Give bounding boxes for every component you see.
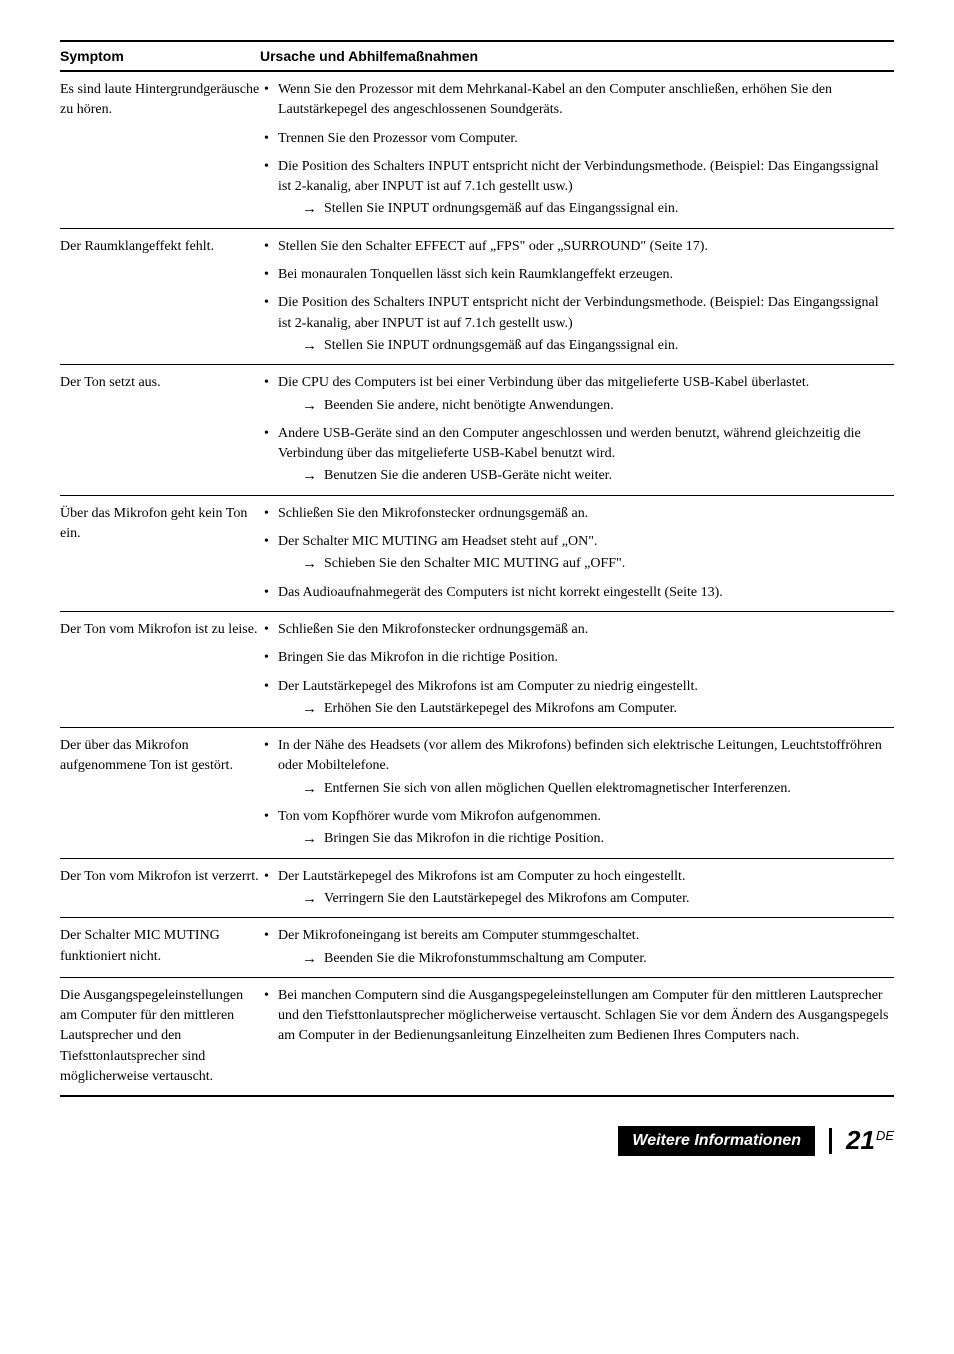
action-line: Beenden Sie andere, nicht benötigte Anwe…	[278, 396, 894, 416]
symptom-text: Der Ton vom Mikrofon ist verzerrt.	[60, 867, 260, 887]
action-line: Entfernen Sie sich von allen möglichen Q…	[278, 779, 894, 799]
cause-cell: Der Mikrofoneingang ist bereits am Compu…	[260, 926, 894, 969]
action-line: Stellen Sie INPUT ordnungsgemäß auf das …	[278, 199, 894, 219]
cause-cell: Wenn Sie den Prozessor mit dem Mehrkanal…	[260, 80, 894, 220]
cause-item: Der Mikrofoneingang ist bereits am Compu…	[260, 926, 894, 969]
cause-item: Das Audioaufnahmegerät des Computers ist…	[260, 583, 894, 603]
cause-item: Die Position des Schalters INPUT entspri…	[260, 293, 894, 356]
cause-cell: Bei manchen Computern sind die Ausgangsp…	[260, 986, 894, 1087]
cause-cell: Schließen Sie den Mikrofonstecker ordnun…	[260, 620, 894, 719]
cause-cell: Stellen Sie den Schalter EFFECT auf „FPS…	[260, 237, 894, 356]
cause-item: Der Schalter MIC MUTING am Headset steht…	[260, 532, 894, 575]
symptom-text: Der Schalter MIC MUTING funktioniert nic…	[60, 926, 260, 967]
symptom-cell: Es sind laute Hintergrundgeräusche zu hö…	[60, 80, 260, 220]
footer-divider	[829, 1128, 832, 1154]
table-row: Es sind laute Hintergrundgeräusche zu hö…	[60, 72, 894, 229]
cause-item: Ton vom Kopfhörer wurde vom Mikrofon auf…	[260, 807, 894, 850]
cause-item: Der Lautstärkepegel des Mikrofons ist am…	[260, 867, 894, 910]
action-line: Bringen Sie das Mikrofon in die richtige…	[278, 829, 894, 849]
table-header: Symptom Ursache und Abhilfemaßnahmen	[60, 42, 894, 72]
symptom-cell: Der Raumklangeffekt fehlt.	[60, 237, 260, 356]
cause-list: Die CPU des Computers ist bei einer Verb…	[260, 373, 894, 486]
cause-cell: In der Nähe des Headsets (vor allem des …	[260, 736, 894, 849]
cause-item: Trennen Sie den Prozessor vom Computer.	[260, 129, 894, 149]
cause-item: Der Lautstärkepegel des Mikrofons ist am…	[260, 677, 894, 720]
table-row: Der Raumklangeffekt fehlt.Stellen Sie de…	[60, 229, 894, 365]
action-line: Benutzen Sie die anderen USB-Geräte nich…	[278, 466, 894, 486]
cause-item: Bei monauralen Tonquellen lässt sich kei…	[260, 265, 894, 285]
header-symptom: Symptom	[60, 48, 260, 64]
action-line: Beenden Sie die Mikrofonstummschaltung a…	[278, 949, 894, 969]
cause-item: Andere USB-Geräte sind an den Computer a…	[260, 424, 894, 487]
cause-list: Wenn Sie den Prozessor mit dem Mehrkanal…	[260, 80, 894, 220]
cause-item: Die Position des Schalters INPUT entspri…	[260, 157, 894, 220]
symptom-cell: Der Ton setzt aus.	[60, 373, 260, 486]
cause-list: Bei manchen Computern sind die Ausgangsp…	[260, 986, 894, 1047]
action-line: Verringern Sie den Lautstärkepegel des M…	[278, 889, 894, 909]
cause-list: Schließen Sie den Mikrofonstecker ordnun…	[260, 504, 894, 603]
table-row: Über das Mikrofon geht kein Ton ein.Schl…	[60, 496, 894, 612]
cause-item: Bringen Sie das Mikrofon in die richtige…	[260, 648, 894, 668]
table-row: Der Ton setzt aus.Die CPU des Computers …	[60, 365, 894, 495]
table-row: Die Ausgangspegeleinstellungen am Comput…	[60, 978, 894, 1097]
symptom-text: Die Ausgangspegeleinstellungen am Comput…	[60, 986, 260, 1087]
page-footer: Weitere Informationen 21DE	[60, 1125, 894, 1156]
cause-item: Schließen Sie den Mikrofonstecker ordnun…	[260, 504, 894, 524]
symptom-cell: Der über das Mikrofon aufgenommene Ton i…	[60, 736, 260, 849]
action-line: Schieben Sie den Schalter MIC MUTING auf…	[278, 554, 894, 574]
symptom-text: Der Raumklangeffekt fehlt.	[60, 237, 260, 257]
symptom-text: Der Ton vom Mikrofon ist zu leise.	[60, 620, 260, 640]
cause-item: Schließen Sie den Mikrofonstecker ordnun…	[260, 620, 894, 640]
symptom-cell: Der Schalter MIC MUTING funktioniert nic…	[60, 926, 260, 969]
table-row: Der über das Mikrofon aufgenommene Ton i…	[60, 728, 894, 858]
troubleshooting-table: Symptom Ursache und Abhilfemaßnahmen Es …	[60, 40, 894, 1097]
cause-item: Stellen Sie den Schalter EFFECT auf „FPS…	[260, 237, 894, 257]
table-body: Es sind laute Hintergrundgeräusche zu hö…	[60, 72, 894, 1097]
cause-item: Die CPU des Computers ist bei einer Verb…	[260, 373, 894, 416]
cause-cell: Der Lautstärkepegel des Mikrofons ist am…	[260, 867, 894, 910]
symptom-text: Der über das Mikrofon aufgenommene Ton i…	[60, 736, 260, 777]
action-line: Erhöhen Sie den Lautstärkepegel des Mikr…	[278, 699, 894, 719]
symptom-cell: Über das Mikrofon geht kein Ton ein.	[60, 504, 260, 603]
table-row: Der Ton vom Mikrofon ist verzerrt.Der La…	[60, 859, 894, 919]
cause-list: Stellen Sie den Schalter EFFECT auf „FPS…	[260, 237, 894, 356]
cause-item: Wenn Sie den Prozessor mit dem Mehrkanal…	[260, 80, 894, 121]
table-row: Der Ton vom Mikrofon ist zu leise.Schlie…	[60, 612, 894, 728]
header-cause: Ursache und Abhilfemaßnahmen	[260, 48, 894, 64]
cause-item: In der Nähe des Headsets (vor allem des …	[260, 736, 894, 799]
table-row: Der Schalter MIC MUTING funktioniert nic…	[60, 918, 894, 978]
symptom-cell: Der Ton vom Mikrofon ist verzerrt.	[60, 867, 260, 910]
cause-cell: Schließen Sie den Mikrofonstecker ordnun…	[260, 504, 894, 603]
section-tab: Weitere Informationen	[618, 1126, 815, 1156]
cause-list: In der Nähe des Headsets (vor allem des …	[260, 736, 894, 849]
cause-list: Schließen Sie den Mikrofonstecker ordnun…	[260, 620, 894, 719]
symptom-text: Es sind laute Hintergrundgeräusche zu hö…	[60, 80, 260, 121]
symptom-cell: Die Ausgangspegeleinstellungen am Comput…	[60, 986, 260, 1087]
symptom-text: Über das Mikrofon geht kein Ton ein.	[60, 504, 260, 545]
symptom-text: Der Ton setzt aus.	[60, 373, 260, 393]
cause-item: Bei manchen Computern sind die Ausgangsp…	[260, 986, 894, 1047]
page-number: 21DE	[846, 1125, 894, 1156]
cause-list: Der Mikrofoneingang ist bereits am Compu…	[260, 926, 894, 969]
cause-cell: Die CPU des Computers ist bei einer Verb…	[260, 373, 894, 486]
symptom-cell: Der Ton vom Mikrofon ist zu leise.	[60, 620, 260, 719]
cause-list: Der Lautstärkepegel des Mikrofons ist am…	[260, 867, 894, 910]
action-line: Stellen Sie INPUT ordnungsgemäß auf das …	[278, 336, 894, 356]
